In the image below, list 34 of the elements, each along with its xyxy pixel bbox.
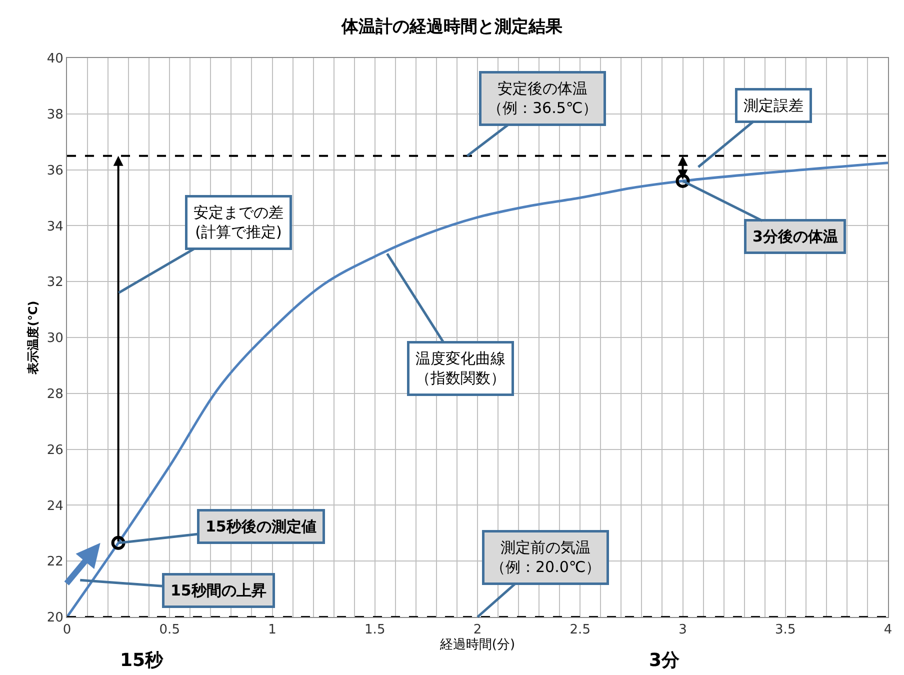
annotation: 安定後の体温（例：36.5℃） [488,80,598,117]
x-tick-label: 4 [884,622,892,638]
x-tick-label: 3 [678,622,687,638]
x-tick-label: 0 [62,622,72,638]
y-tick-label: 26 [46,442,64,458]
y-tick-label: 40 [46,52,64,67]
annotation: 3分後の体温 [752,228,838,246]
y-tick-label: 24 [46,498,64,514]
x-tick-label: 1.5 [364,622,386,638]
annotation: 温度変化曲線（指数関数） [416,350,506,387]
annotation: 測定誤差 [744,96,804,114]
y-tick-label: 28 [46,386,64,402]
chart-title: 体温計の経過時間と測定結果 [340,17,564,38]
x-axis-title: 経過時間(分) [438,638,516,653]
text: 15秒 [120,650,164,671]
x-tick-label: 2 [473,622,482,638]
annotation: 15秒後の測定値 [206,518,316,536]
y-axis-title: 表示温度(℃) [26,300,40,376]
y-tick-label: 38 [46,107,64,122]
annotation: 15秒間の上昇 [170,582,266,600]
x-tick-label: 2.5 [570,622,590,638]
annotation: 測定前の気温（例：20.0℃） [490,538,601,576]
x-tick-label: 0.5 [159,622,180,638]
y-tick-label: 32 [46,275,64,290]
y-tick-label: 20 [46,610,64,626]
y-tick-label: 22 [46,554,64,570]
x-tick-label: 1 [268,622,276,638]
line-series [67,162,888,617]
y-tick-label: 34 [46,219,64,234]
y-tick-label: 36 [46,163,64,178]
y-tick-label: 30 [46,331,64,346]
annotation: 安定までの差(計算で推定) [194,204,284,241]
text: 3分 [649,650,681,671]
x-tick-label: 3.5 [775,622,796,638]
